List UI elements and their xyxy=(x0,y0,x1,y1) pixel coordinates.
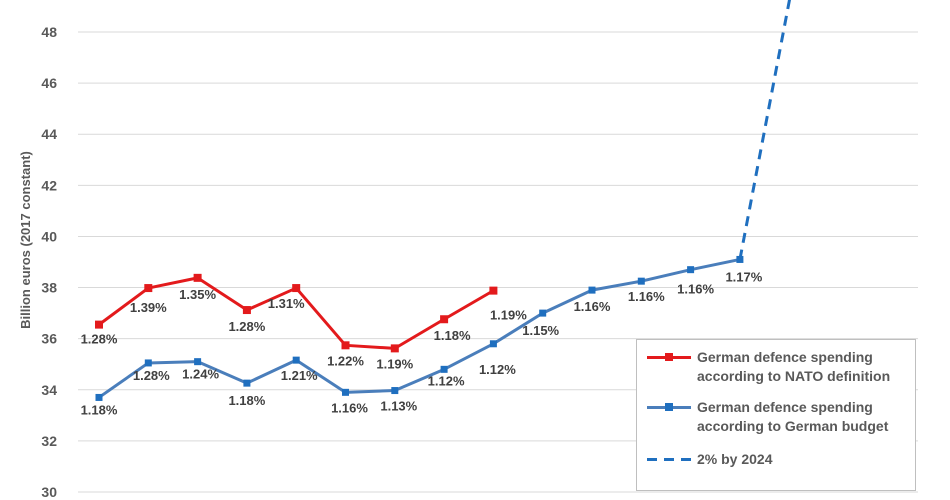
data-label-budget: 1.16% xyxy=(677,282,714,297)
legend-swatch-target xyxy=(647,452,691,466)
marker-nato xyxy=(390,344,399,353)
marker-nato xyxy=(193,273,202,282)
marker-nato xyxy=(144,284,153,293)
legend-swatch-nato xyxy=(647,350,691,364)
series-line-target xyxy=(738,0,791,260)
marker-nato xyxy=(292,284,301,293)
data-label-budget: 1.18% xyxy=(81,402,118,417)
data-label-nato: 1.18% xyxy=(434,328,471,343)
data-labels: 1.28%1.39%1.35%1.28%1.31%1.22% 1.19%1.18%… xyxy=(81,269,763,417)
legend-item-budget: German defence spending according to Ger… xyxy=(647,398,917,436)
data-label-budget: 1.12% xyxy=(428,373,465,388)
marker-budget xyxy=(144,359,152,367)
legend-label-nato: German defence spending according to NAT… xyxy=(697,349,891,384)
legend: German defence spending according to NAT… xyxy=(636,339,916,491)
marker-nato xyxy=(95,320,103,329)
marker-nato xyxy=(489,286,498,295)
marker-budget xyxy=(95,393,103,401)
y-tick-label: 32 xyxy=(41,433,57,449)
y-tick-label: 30 xyxy=(41,484,57,500)
data-label-budget: 1.18% xyxy=(228,393,265,408)
data-label-nato: 1.22% xyxy=(327,353,364,368)
marker-budget xyxy=(292,356,300,364)
y-tick-label: 34 xyxy=(41,382,57,398)
y-tick-label: 44 xyxy=(41,126,57,142)
data-label-budget: 1.21% xyxy=(281,368,318,383)
y-tick-label: 42 xyxy=(41,177,57,193)
marker-budget xyxy=(687,266,695,274)
data-label-budget: 1.16% xyxy=(628,289,665,304)
data-label-budget: 1.28% xyxy=(133,368,170,383)
marker-nato xyxy=(440,315,449,324)
marker-budget xyxy=(489,340,497,348)
marker-budget xyxy=(391,387,399,395)
marker-budget xyxy=(637,277,645,285)
grid xyxy=(78,31,918,493)
data-label-budget: 1.16% xyxy=(574,299,611,314)
data-label-nato: 1.35% xyxy=(179,287,216,302)
legend-swatch-budget xyxy=(647,400,691,414)
y-tick-label: 40 xyxy=(41,228,57,244)
marker-budget xyxy=(440,365,448,373)
marker-nato xyxy=(341,341,350,350)
data-label-nato: 1.39% xyxy=(130,300,167,315)
y-tick-labels: 30 32 34 36 38 40 42 44 46 48 xyxy=(41,24,57,500)
marker-nato xyxy=(242,306,251,315)
data-label-nato: 1.28% xyxy=(81,332,118,347)
marker-budget xyxy=(342,388,349,396)
y-tick-label: 36 xyxy=(41,331,57,347)
data-label-budget: 1.13% xyxy=(380,399,417,414)
data-label-nato: 1.19% xyxy=(490,308,527,323)
series-line-budget xyxy=(98,257,741,399)
marker-budget xyxy=(194,358,202,366)
data-label-nato: 1.28% xyxy=(228,319,265,334)
y-axis-label: Billion euros (2017 constant) xyxy=(18,151,33,329)
marker-budget xyxy=(243,379,251,387)
legend-item-nato: German defence spending according to NAT… xyxy=(647,348,917,386)
data-label-budget: 1.15% xyxy=(522,323,559,338)
legend-label-target: 2% by 2024 xyxy=(697,451,773,467)
legend-label-budget: German defence spending according to Ger… xyxy=(697,399,889,434)
series-group xyxy=(95,0,791,401)
y-tick-label: 38 xyxy=(41,280,57,296)
y-tick-label: 48 xyxy=(41,24,57,40)
marker-budget xyxy=(588,286,596,294)
data-label-nato: 1.31% xyxy=(268,296,305,311)
data-label-budget: 1.17% xyxy=(725,269,762,284)
data-label-nato: 1.19% xyxy=(376,356,413,371)
legend-item-target: 2% by 2024 xyxy=(647,450,917,469)
data-label-budget: 1.16% xyxy=(331,400,368,415)
data-label-budget: 1.24% xyxy=(182,367,219,382)
data-label-budget: 1.12% xyxy=(479,362,516,377)
y-tick-label: 46 xyxy=(41,75,57,91)
marker-budget xyxy=(539,309,547,317)
